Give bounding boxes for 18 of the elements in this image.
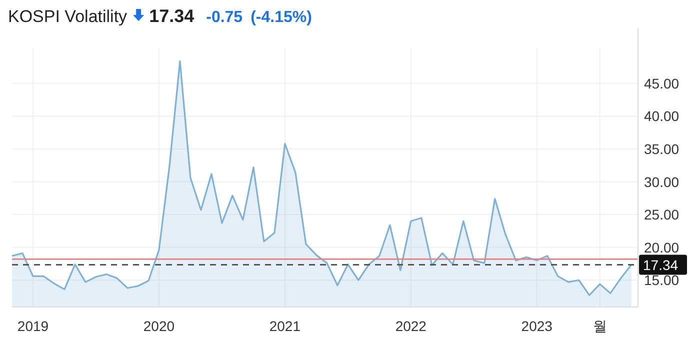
y-tick-label: 45.00 [644, 75, 680, 92]
y-tick-label: 25.00 [644, 206, 680, 223]
y-tick-label: 40.00 [644, 108, 680, 124]
x-tick-label: 2019 [17, 318, 49, 334]
y-tick-label: 20.00 [644, 239, 680, 256]
y-tick-label: 30.00 [644, 174, 680, 190]
chart-title: KOSPI Volatility [8, 7, 128, 26]
text: 17.34 [149, 6, 194, 26]
x-tick-label: 2023 [521, 318, 553, 334]
x-tick-label: 2021 [269, 318, 301, 334]
text: -0.75 [206, 9, 243, 26]
y-tick-label: 35.00 [644, 140, 680, 157]
ref-line-label: 17.34 [643, 256, 678, 273]
x-tick-label: 월 [592, 318, 607, 334]
x-tick-label: 2020 [143, 318, 175, 334]
x-tick-label: 2022 [395, 318, 427, 334]
y-tick-label: 15.00 [644, 272, 680, 288]
text: (-4.15%) [250, 9, 312, 26]
